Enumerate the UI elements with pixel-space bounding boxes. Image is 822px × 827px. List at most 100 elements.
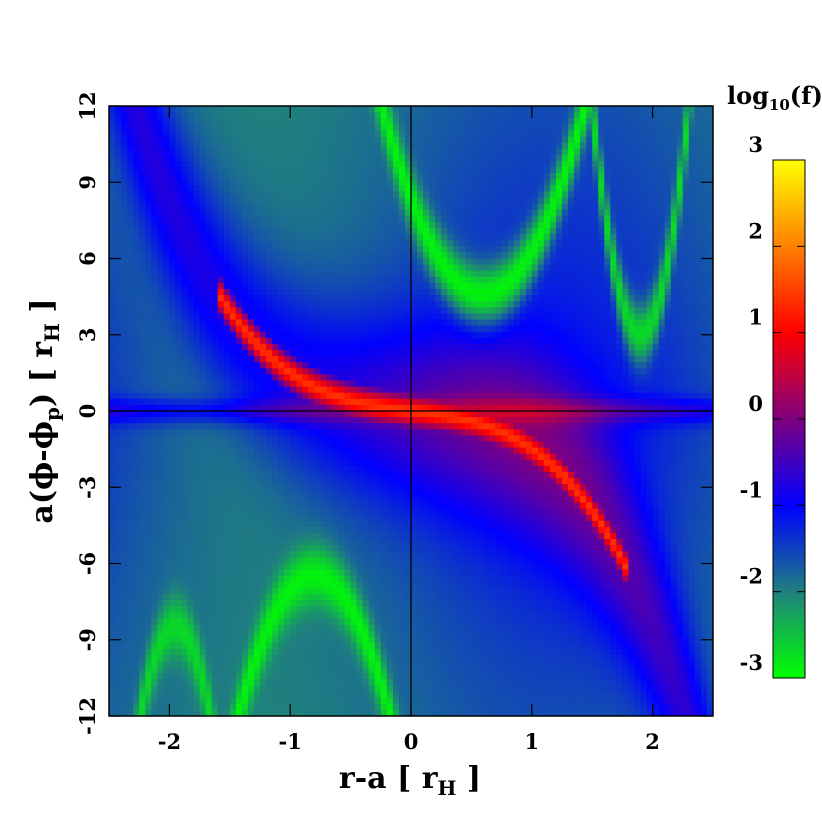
heatmap-cell: [278, 289, 285, 296]
heatmap-cell: [326, 612, 334, 619]
heatmap-cell: [302, 197, 309, 205]
heatmap-cell: [278, 197, 285, 205]
heatmap-cell: [247, 289, 255, 296]
heatmap-cell: [368, 618, 376, 626]
heatmap-cell: [392, 655, 400, 662]
heatmap-cell: [314, 337, 321, 345]
heatmap-cell: [199, 520, 207, 528]
heatmap-cell: [404, 282, 412, 290]
heatmap-cell: [127, 502, 134, 510]
heatmap-cell: [284, 490, 291, 497]
heatmap-cell: [109, 508, 116, 516]
heatmap-cell: [169, 636, 177, 644]
heatmap-cell: [127, 380, 134, 388]
heatmap-cell: [247, 703, 255, 711]
heatmap-cell: [127, 313, 134, 321]
heatmap-cell: [398, 148, 406, 156]
heatmap-cell: [181, 264, 189, 272]
heatmap-cell: [362, 703, 370, 711]
heatmap-cell: [338, 313, 346, 321]
heatmap-cell: [266, 392, 273, 400]
heatmap-cell: [284, 203, 291, 211]
heatmap-cell: [278, 374, 285, 382]
heatmap-cell: [266, 569, 273, 577]
heatmap-cell: [404, 356, 412, 363]
heatmap-cell: [223, 703, 231, 711]
heatmap-cell: [139, 362, 146, 369]
heatmap-cell: [350, 398, 358, 406]
heatmap-cell: [338, 478, 346, 485]
heatmap-cell: [296, 276, 303, 284]
heatmap-cell: [115, 581, 122, 589]
heatmap-cell: [193, 655, 201, 662]
heatmap-cell: [193, 185, 201, 192]
heatmap-cell: [374, 575, 382, 583]
heatmap-cell: [199, 319, 207, 327]
heatmap-cell: [338, 392, 346, 400]
heatmap-cell: [211, 514, 219, 522]
heatmap-cell: [175, 545, 183, 552]
heatmap-cell: [241, 667, 249, 674]
heatmap-cell: [272, 435, 279, 443]
heatmap-cell: [392, 685, 400, 693]
heatmap-cell: [145, 307, 152, 314]
heatmap-cell: [380, 709, 388, 716]
heatmap-cell: [217, 185, 225, 192]
heatmap-cell: [247, 630, 255, 638]
heatmap-cell: [169, 173, 177, 180]
heatmap-cell: [157, 545, 164, 552]
heatmap-cell: [392, 533, 400, 540]
heatmap-cell: [314, 648, 321, 656]
heatmap-cell: [175, 703, 183, 711]
heatmap-cell: [320, 356, 328, 363]
heatmap-cell: [356, 441, 364, 449]
heatmap-cell: [235, 423, 243, 430]
heatmap-cell: [151, 368, 158, 375]
heatmap-cell: [115, 648, 122, 656]
heatmap-cell: [290, 423, 297, 430]
heatmap-cell: [169, 313, 177, 321]
heatmap-cell: [229, 380, 237, 388]
heatmap-cell: [326, 502, 334, 510]
heatmap-cell: [314, 264, 321, 272]
heatmap-cell: [247, 374, 255, 382]
heatmap-cell: [380, 624, 388, 632]
heatmap-cell: [320, 411, 328, 418]
heatmap-cell: [302, 325, 309, 333]
heatmap-cell: [356, 368, 364, 375]
heatmap-cell: [350, 392, 358, 400]
heatmap-cell: [344, 508, 352, 516]
heatmap-cell: [344, 307, 352, 314]
heatmap-cell: [241, 453, 249, 461]
heatmap-cell: [175, 502, 183, 510]
heatmap-cell: [211, 703, 219, 711]
heatmap-cell: [374, 191, 382, 199]
heatmap-cell: [398, 496, 406, 504]
heatmap-cell: [235, 112, 243, 119]
heatmap-cell: [260, 404, 267, 412]
heatmap-cell: [133, 472, 140, 479]
heatmap-cell: [187, 648, 195, 656]
heatmap-cell: [217, 630, 225, 638]
heatmap-cell: [121, 691, 128, 699]
heatmap-cell: [223, 313, 231, 321]
heatmap-cell: [398, 539, 406, 546]
heatmap-cell: [314, 191, 321, 199]
heatmap-cell: [181, 575, 189, 583]
heatmap-cell: [181, 703, 189, 711]
heatmap-cell: [121, 642, 128, 650]
heatmap-cell: [241, 545, 249, 552]
heatmap-cell: [284, 197, 291, 205]
heatmap-cell: [314, 142, 321, 150]
heatmap-cell: [199, 563, 207, 571]
heatmap-cell: [133, 697, 140, 705]
heatmap-cell: [229, 124, 237, 131]
heatmap-cell: [308, 514, 315, 522]
heatmap-cell: [398, 258, 406, 266]
heatmap-cell: [187, 319, 195, 327]
heatmap-cell: [344, 679, 352, 687]
heatmap-cell: [133, 703, 140, 711]
heatmap-cell: [404, 618, 412, 626]
heatmap-cell: [229, 520, 237, 528]
heatmap-cell: [223, 667, 231, 674]
